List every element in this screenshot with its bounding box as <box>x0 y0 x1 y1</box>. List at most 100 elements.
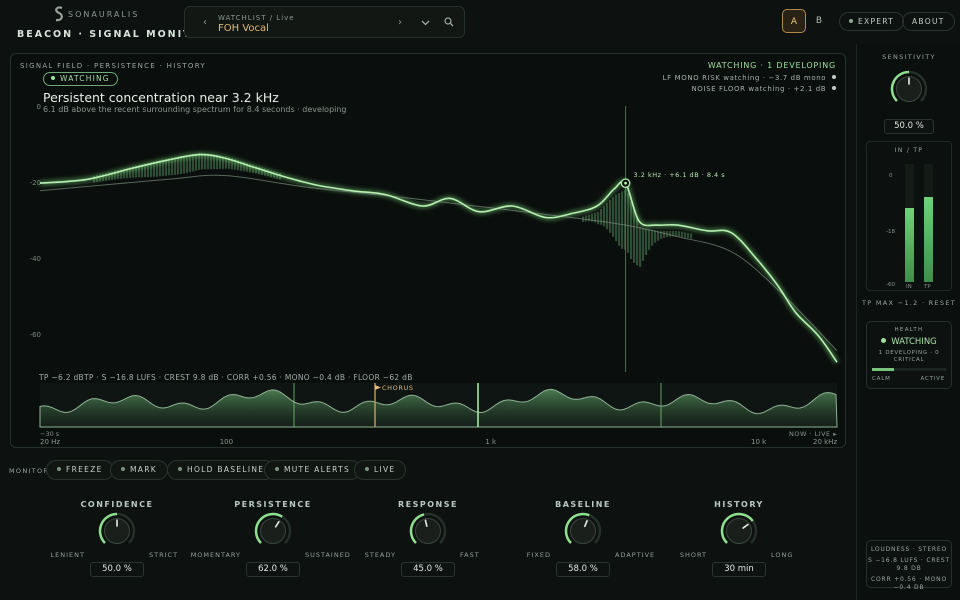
knob-body <box>726 518 752 544</box>
persistence-bar <box>147 162 150 178</box>
response-knob[interactable] <box>408 511 448 551</box>
persistence-control: PERSISTENCE MOMENTARY SUSTAINED 62.0 % <box>191 498 350 588</box>
y-tick-label: -40 <box>29 255 41 263</box>
persistence-bar <box>228 157 231 169</box>
persistence-bar <box>663 231 666 238</box>
knob-pointer <box>584 519 588 528</box>
loudness-line: CORR +0.56 · MONO −0.4 DB <box>871 575 947 592</box>
expert-label: EXPERT <box>858 17 895 26</box>
persistence-bar <box>132 166 135 178</box>
watchlist-selector[interactable]: ‹ WATCHLIST / Live FOH Vocal › <box>184 6 465 38</box>
knob-body <box>260 518 286 544</box>
persistence-bar <box>129 167 132 178</box>
persistence-bar <box>594 212 597 223</box>
confidence-value[interactable]: 50.0 % <box>90 562 144 577</box>
persistence-bar <box>183 155 186 174</box>
expert-button[interactable]: EXPERT <box>839 12 905 31</box>
watchlist-label: WATCHLIST / Live <box>218 14 295 22</box>
loudness-title: LOUDNESS · STEREO <box>870 546 948 553</box>
persistence-bar <box>618 193 621 246</box>
breadcrumb: SIGNAL FIELD · PERSISTENCE · HISTORY <box>20 62 206 70</box>
freeze-button[interactable]: FREEZE <box>46 460 114 480</box>
persistence-bar <box>144 163 147 178</box>
compare-a-button[interactable]: A <box>782 9 806 33</box>
persistence-bar <box>612 197 615 237</box>
history-end-label: NOW · LIVE ▸ <box>789 430 837 438</box>
persistence-knob[interactable] <box>253 511 293 551</box>
control-max-label: LONG <box>771 551 794 559</box>
persistence-bar <box>219 155 222 169</box>
sensitivity-knob[interactable] <box>889 69 929 109</box>
mark-button[interactable]: MARK <box>110 460 168 480</box>
persistence-bar <box>189 154 192 173</box>
peak-marker-center <box>624 181 627 185</box>
meter-in-fill <box>905 207 914 282</box>
history-knob[interactable] <box>719 511 759 551</box>
baseline-value[interactable]: 58.0 % <box>556 562 610 577</box>
history-trace <box>39 388 838 428</box>
persistence-bar <box>141 164 144 178</box>
freeze-label: FREEZE <box>66 465 103 474</box>
persistence-bar <box>654 230 657 243</box>
knob-arc <box>254 512 283 544</box>
knob-arc <box>720 512 754 544</box>
persistence-bar <box>216 155 219 169</box>
brand-name: SONAURALIS <box>68 10 140 19</box>
meter-tick: 0 <box>889 173 893 179</box>
persistence-bar <box>162 159 165 177</box>
chevron-left-icon[interactable]: ‹ <box>203 17 207 28</box>
meter-title: IN / TP <box>894 147 924 154</box>
spectrum-chart[interactable]: 3.2 kHz · +6.1 dB · 8.4 s CHORUS −30 s N… <box>11 54 845 447</box>
baseline-knob[interactable] <box>563 511 603 551</box>
knob-pointer <box>742 523 749 529</box>
app-title: BEACON · SIGNAL MONITOR <box>17 29 212 40</box>
baseline-control: BASELINE FIXED ADAPTIVE 58.0 % <box>508 498 658 588</box>
knob-body <box>104 518 130 544</box>
persistence-bar <box>636 218 639 266</box>
flag-icon <box>375 385 381 390</box>
chevron-down-icon[interactable] <box>421 19 430 27</box>
alert-headline: Persistent concentration near 3.2 kHz <box>43 90 279 105</box>
persistence-bar <box>135 165 138 178</box>
persistence-bar <box>591 213 594 222</box>
chorus-marker-label: CHORUS <box>382 384 414 392</box>
persistence-bars <box>93 152 693 267</box>
hold-baseline-button[interactable]: HOLD BASELINE <box>167 460 276 480</box>
level-meter: IN / TP 0 -18 -60 IN TP <box>866 141 952 291</box>
lf-mono-status: LF MONO RISK watching · −3.7 dB mono <box>663 74 836 82</box>
knob-body <box>570 518 596 544</box>
persistence-bar <box>621 191 624 249</box>
about-button[interactable]: ABOUT <box>902 12 955 31</box>
response-value[interactable]: 45.0 % <box>401 562 455 577</box>
peak-marker-label: 3.2 kHz · +6.1 dB · 8.4 s <box>634 171 726 179</box>
persistence-bar <box>657 231 660 241</box>
persistence-bar <box>627 193 630 253</box>
health-state-label: WATCHING <box>891 337 937 347</box>
metrics-readout: TP −6.2 dBTP · S −16.8 LUFS · CREST 9.8 … <box>39 373 413 382</box>
confidence-knob[interactable] <box>97 511 137 551</box>
status-badge-label: WATCHING <box>60 74 110 83</box>
health-panel: HEALTH WATCHING 1 DEVELOPING · 0 CRITICA… <box>866 321 952 389</box>
y-tick-label: -20 <box>29 179 41 187</box>
persistence-bar <box>630 201 633 259</box>
persistence-bar <box>588 214 591 222</box>
history-value[interactable]: 30 min <box>712 562 766 577</box>
persistence-value[interactable]: 62.0 % <box>246 562 300 577</box>
mute-alerts-button[interactable]: MUTE ALERTS <box>264 460 362 480</box>
tp-max-reset[interactable]: TP MAX −1.2 · RESET <box>861 299 957 307</box>
side-panel: SENSITIVITY 50.0 % IN / TP 0 -18 -60 IN … <box>856 44 960 600</box>
compare-b-button[interactable]: B <box>815 16 823 26</box>
chevron-right-icon[interactable]: › <box>398 17 402 28</box>
loudness-panel: LOUDNESS · STEREO S −16.8 LUFS · CREST 9… <box>866 540 952 591</box>
monitor-label: MONITOR <box>9 467 50 475</box>
live-button[interactable]: LIVE <box>354 460 407 480</box>
persistence-bar <box>171 157 174 176</box>
sensitivity-value[interactable]: 50.0 % <box>884 119 934 134</box>
knob-body <box>415 518 441 544</box>
control-min-label: SHORT <box>679 551 707 559</box>
persistence-bar <box>168 158 171 176</box>
persistence-bar <box>609 200 612 233</box>
persistence-bar <box>231 158 234 170</box>
search-icon[interactable] <box>444 17 454 27</box>
persistence-bar <box>678 231 681 237</box>
